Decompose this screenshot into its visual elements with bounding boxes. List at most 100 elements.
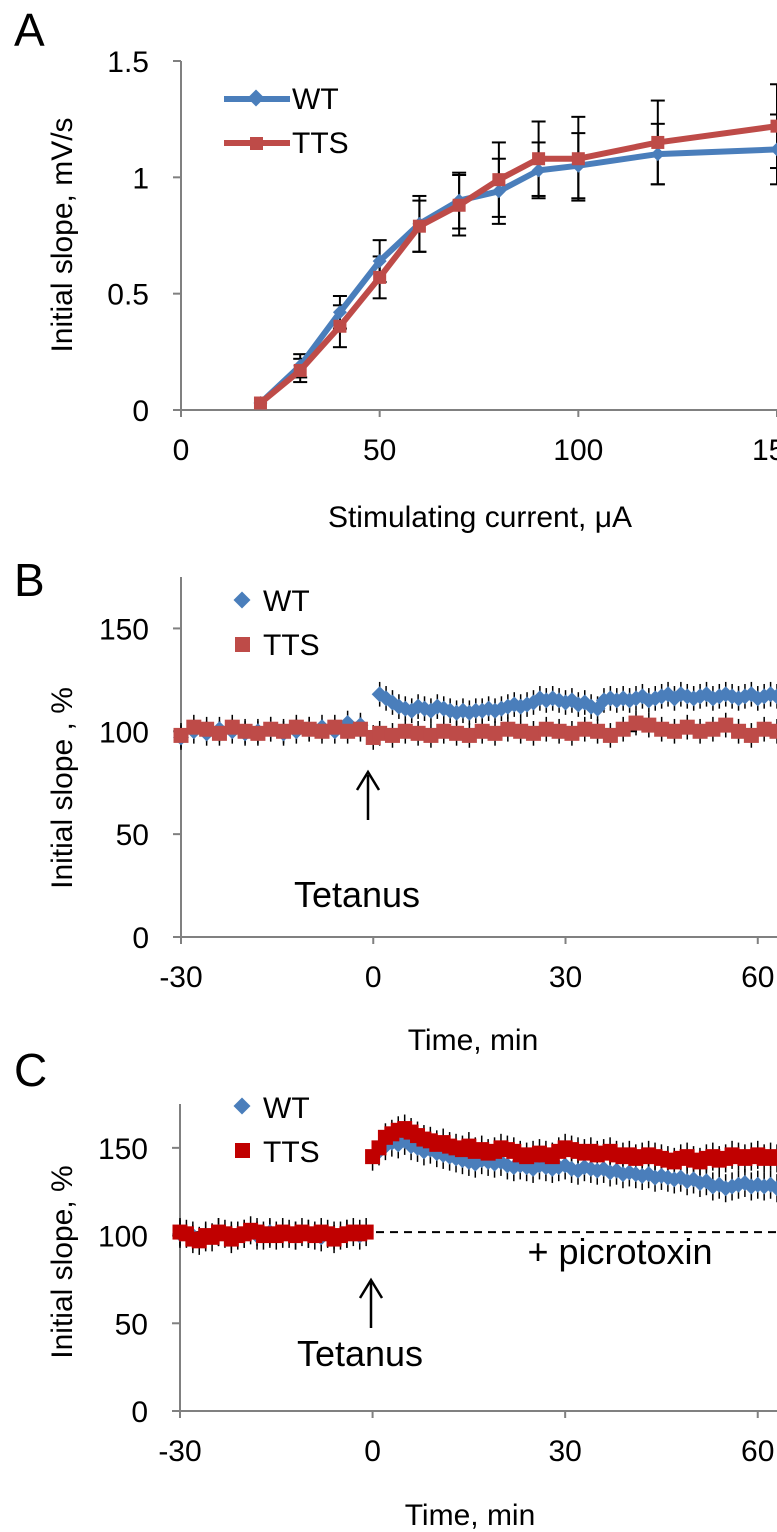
panel-c-tts-point <box>769 1150 777 1166</box>
panel-b-tts-point <box>590 723 606 739</box>
panel-b-tts-point <box>474 723 490 739</box>
panel-c-y-tick-label: 0 <box>131 1396 148 1429</box>
panel-b-tts-point <box>602 727 618 743</box>
panel-c-x-tick-label: -30 <box>158 1435 201 1468</box>
panel-c-wt-point <box>769 1180 777 1197</box>
panel-a-y-tick-label: 0 <box>132 395 149 428</box>
panel-c-y-tick-label: 100 <box>98 1221 148 1254</box>
panel-b: B -30 0 30 60 0 50 100 150 Time, min Initial sl… <box>14 554 777 1057</box>
legend-wt-marker-b <box>233 591 251 609</box>
panel-b-tts-point <box>211 725 227 741</box>
panel-b-tts-point <box>756 721 772 737</box>
wt-point-a <box>491 184 506 199</box>
series-tts-line-a <box>258 123 777 406</box>
series-tts-errorbars-a <box>293 83 777 384</box>
panel-b-tts-point <box>173 727 189 743</box>
panel-c-arrow <box>358 1277 384 1328</box>
panel-b-tts-point <box>692 723 708 739</box>
panel-a-x-axis-label: Stimulating current, μA <box>328 501 632 534</box>
panel-b-tts-point <box>615 721 631 737</box>
tts-point-a <box>532 152 546 166</box>
panel-b-tts-point <box>250 725 266 741</box>
panel-c-y-axis-label: Initial slope, % <box>46 1165 79 1358</box>
panel-b-tts-point <box>679 719 695 735</box>
panel-letter-a: A <box>14 4 45 56</box>
legend-wt-marker-a <box>247 89 265 107</box>
panel-c-x-tick-label: 0 <box>364 1435 381 1468</box>
panel-b-tetanus-label: Tetanus <box>294 874 420 915</box>
panel-b-x-axis-label: Time, min <box>408 1024 539 1057</box>
panel-b-tts-point <box>525 725 541 741</box>
legend-tts-marker-b <box>235 637 250 652</box>
panel-b-wt-point <box>769 688 777 705</box>
panel-b-x-tick-label: 60 <box>741 961 774 994</box>
panel-b-legend: WT TTS <box>233 585 320 662</box>
panel-b-tts-point <box>288 719 304 735</box>
panel-b-tts-point <box>186 719 202 735</box>
panel-c-y-tick-label: 50 <box>115 1308 148 1341</box>
panel-b-tts-point <box>276 723 292 739</box>
legend-wt-label-c: WT <box>263 1092 310 1125</box>
panel-b-tts-point <box>705 721 721 737</box>
panel-b-y-tick-label: 100 <box>99 716 149 749</box>
panel-c-x-tick-label: 60 <box>741 1435 774 1468</box>
panel-b-tts-point <box>340 723 356 739</box>
panel-b-tts-point <box>513 723 529 739</box>
panel-a-x-tick-label: 100 <box>553 434 603 467</box>
legend-tts-label-a: TTS <box>292 127 349 160</box>
panel-a-x-tick-label: 150 <box>752 434 777 467</box>
wt-point-a <box>332 305 347 320</box>
panel-c-tetanus-label: Tetanus <box>297 1333 423 1374</box>
panel-b-tts-point <box>718 717 734 733</box>
panel-b-tts-point <box>327 719 343 735</box>
panel-b-tts-point <box>654 721 670 737</box>
panel-b-tts-point <box>551 723 567 739</box>
panel-b-tts-point <box>423 727 439 743</box>
panel-b-y-tick-label: 50 <box>116 819 149 852</box>
panel-c-x-tick-label: 30 <box>548 1435 581 1468</box>
panel-a-x-tick-label: 0 <box>173 434 190 467</box>
panel-c: C -30 0 30 60 0 50 100 150 Time, min Initial sl… <box>14 1044 777 1532</box>
panel-b-tts-point <box>577 721 593 737</box>
panel-b-tts-point <box>538 721 554 737</box>
panel-c-plot: -30 0 30 60 0 50 100 150 <box>98 1104 777 1468</box>
panel-b-y-axis-label: Initial slope , % <box>46 687 79 889</box>
panel-a-y-tick-label: 1.5 <box>107 46 149 79</box>
panel-b-tts-point <box>743 727 759 743</box>
legend-tts-marker-a <box>250 137 263 150</box>
panel-b-tts-point <box>449 725 465 741</box>
tts-point-a <box>412 219 426 233</box>
panel-c-picrotoxin-label: + picrotoxin <box>527 1231 712 1272</box>
panel-b-y-tick-label: 150 <box>99 613 149 646</box>
panel-b-tts-point <box>397 723 413 739</box>
panel-b-tts-point <box>352 721 368 737</box>
panel-a-x-tick-label: 50 <box>363 434 396 467</box>
panel-a-plot: 0 50 100 150 0 0.5 1 1.5 <box>107 46 777 467</box>
wt-point-a <box>372 254 387 269</box>
panel-b-tts-point <box>301 721 317 737</box>
panel-a: A 0 50 100 150 0 0.5 1 1.5 Stimulating current,… <box>14 4 777 534</box>
panel-b-tts-point <box>461 727 477 743</box>
panel-b-plot: -30 0 30 60 0 50 100 150 <box>99 577 777 994</box>
tts-point-a <box>651 135 665 149</box>
wt-point-a <box>770 142 777 157</box>
panel-b-tts-point <box>564 725 580 741</box>
panel-b-tts-point <box>500 721 516 737</box>
panel-b-tts-point <box>372 725 388 741</box>
panel-b-tts-point <box>384 727 400 743</box>
panel-b-y-tick-label: 0 <box>132 922 149 955</box>
panel-c-legend: WT TTS <box>233 1092 320 1169</box>
tts-point-a <box>373 270 387 284</box>
legend-wt-marker-c <box>233 1097 251 1115</box>
panel-b-tts-point <box>263 721 279 737</box>
tts-point-a <box>293 363 307 377</box>
legend-wt-label-b: WT <box>263 585 310 618</box>
tts-point-a <box>333 319 347 333</box>
panel-b-tts-point <box>314 723 330 739</box>
panel-b-tts-point <box>666 723 682 739</box>
wt-point-a <box>650 147 665 162</box>
panel-c-y-tick-label: 150 <box>98 1133 148 1166</box>
panel-b-x-tick-label: -30 <box>159 961 202 994</box>
panel-b-tts-point <box>199 721 215 737</box>
